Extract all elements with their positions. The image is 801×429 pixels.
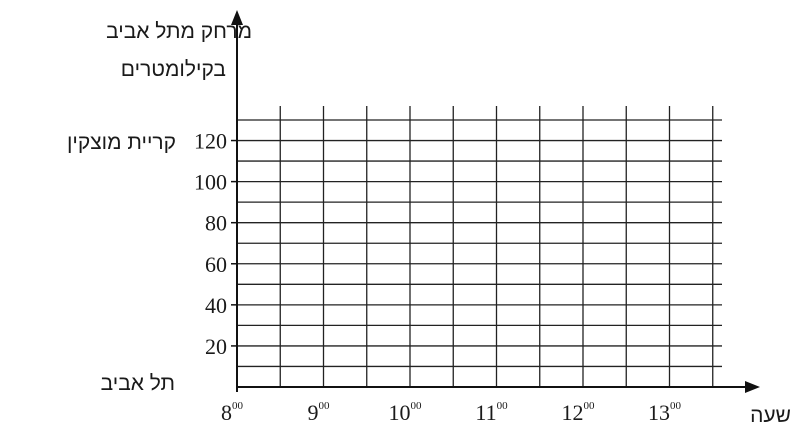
top-place-label: קריית מוצקין — [67, 131, 176, 154]
y-tick-labels: 20 40 60 80 100 120 — [194, 129, 237, 359]
x-tick-labels: 800 900 1000 1100 1200 1300 — [221, 400, 682, 425]
y-tick-label: 20 — [205, 334, 227, 359]
bottom-place-label: תל אביב — [101, 372, 175, 395]
x-tick-label: 1100 — [475, 400, 508, 425]
y-axis-label-line-1: מרחק מתל אביב — [106, 20, 252, 43]
chart-grid — [237, 106, 722, 387]
x-axis-label: שעה — [750, 404, 791, 427]
x-tick-label: 1200 — [562, 400, 596, 425]
x-tick-label: 1000 — [389, 400, 423, 425]
y-tick-label: 40 — [205, 293, 227, 318]
y-tick-label: 120 — [194, 129, 227, 154]
y-axis-label-line-2: בקילומטרים — [121, 58, 226, 81]
y-axis-arrowhead — [231, 10, 243, 25]
x-tick-label: 800 — [221, 400, 244, 425]
x-tick-label: 1300 — [648, 400, 682, 425]
y-tick-label: 60 — [205, 252, 227, 277]
y-tick-label: 80 — [205, 211, 227, 236]
x-tick-label: 900 — [308, 400, 331, 425]
x-axis-arrowhead — [745, 381, 760, 393]
y-tick-label: 100 — [194, 170, 227, 195]
